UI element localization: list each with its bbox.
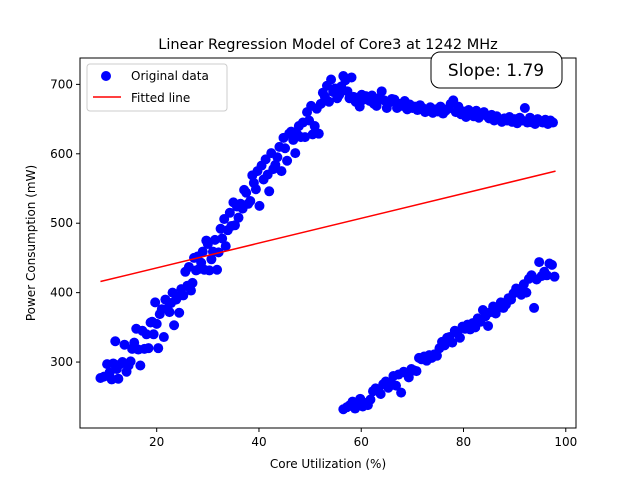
data-point xyxy=(110,336,121,347)
data-point xyxy=(483,320,494,331)
data-point xyxy=(143,343,154,354)
legend-label-fitted-line: Fitted line xyxy=(131,91,190,105)
data-point xyxy=(290,148,301,159)
data-point xyxy=(151,318,162,329)
data-point xyxy=(447,337,458,348)
data-point xyxy=(178,290,189,301)
data-point xyxy=(396,387,407,398)
data-point xyxy=(282,155,293,166)
x-tick-label: 40 xyxy=(251,435,266,449)
legend-box xyxy=(86,63,228,112)
data-point xyxy=(233,212,244,223)
data-point xyxy=(534,257,545,268)
y-axis-ticks: 300 400 500 600 700 xyxy=(50,77,80,369)
x-tick-label: 60 xyxy=(354,435,369,449)
data-point xyxy=(158,332,169,343)
data-point xyxy=(153,343,164,354)
y-tick-label: 500 xyxy=(50,216,73,230)
data-point xyxy=(224,207,235,218)
data-point xyxy=(212,264,223,275)
data-point xyxy=(164,307,175,318)
data-point xyxy=(546,259,557,270)
plot-frame xyxy=(79,57,577,429)
data-point xyxy=(254,200,265,211)
chart-marks xyxy=(95,71,560,415)
data-point xyxy=(148,329,159,340)
data-point xyxy=(439,340,450,351)
data-point xyxy=(411,366,422,377)
x-tick-label: 20 xyxy=(149,435,164,449)
y-axis-label: Power Consumption (mW) xyxy=(24,165,38,321)
data-point xyxy=(185,285,196,296)
data-point xyxy=(403,372,414,383)
data-point xyxy=(119,339,130,350)
data-point xyxy=(169,320,180,331)
y-tick-label: 700 xyxy=(50,77,73,91)
legend[interactable]: Original data Fitted line xyxy=(86,63,228,112)
data-point xyxy=(375,388,386,399)
data-point xyxy=(245,196,256,206)
x-axis-label: Core Utilization (%) xyxy=(270,457,386,471)
data-point xyxy=(334,89,345,100)
data-point xyxy=(326,74,337,85)
data-point xyxy=(217,233,228,244)
data-point xyxy=(276,166,287,177)
x-tick-label: 100 xyxy=(554,435,577,449)
x-tick-label: 80 xyxy=(456,435,471,449)
data-point xyxy=(272,152,283,163)
x-axis-ticks: 20 40 60 80 100 xyxy=(149,428,577,449)
data-point xyxy=(529,302,540,313)
data-point xyxy=(241,187,252,198)
data-point xyxy=(549,271,560,282)
y-tick-label: 400 xyxy=(50,286,73,300)
data-point xyxy=(264,186,275,197)
data-point xyxy=(174,307,185,318)
slope-annotation: Slope: 1.79 xyxy=(430,51,563,89)
data-point xyxy=(376,86,387,97)
y-tick-label: 300 xyxy=(50,355,73,369)
data-point xyxy=(197,246,208,257)
data-point xyxy=(135,360,146,371)
data-point xyxy=(250,184,261,195)
data-point xyxy=(220,241,231,252)
data-point xyxy=(541,270,552,281)
data-point xyxy=(113,373,124,384)
data-point xyxy=(454,332,465,343)
data-point xyxy=(521,287,532,298)
data-point xyxy=(391,380,402,391)
data-point xyxy=(150,297,161,308)
legend-marker-original-data xyxy=(101,71,111,81)
data-point xyxy=(270,159,281,170)
legend-label-original-data: Original data xyxy=(131,69,209,83)
data-point xyxy=(206,254,217,265)
data-point xyxy=(141,329,152,340)
y-tick-label: 600 xyxy=(50,147,73,161)
data-point xyxy=(125,356,136,367)
data-point xyxy=(346,72,357,83)
slope-annotation-text: Slope: 1.79 xyxy=(448,61,544,81)
data-point xyxy=(431,350,442,361)
data-point xyxy=(204,265,215,276)
data-point xyxy=(547,117,558,128)
data-point xyxy=(187,277,198,288)
data-point xyxy=(371,100,382,111)
fitted-line xyxy=(100,170,556,283)
chart-title: Linear Regression Model of Core3 at 1242… xyxy=(158,37,497,53)
plot-area xyxy=(79,57,577,429)
slope-annotation-box xyxy=(430,51,563,89)
data-point xyxy=(365,394,376,405)
data-point xyxy=(519,102,530,113)
data-point xyxy=(309,121,320,132)
data-point xyxy=(313,128,324,139)
data-point xyxy=(229,220,240,231)
data-point xyxy=(280,143,291,154)
data-point xyxy=(324,96,335,107)
data-point xyxy=(299,132,310,143)
